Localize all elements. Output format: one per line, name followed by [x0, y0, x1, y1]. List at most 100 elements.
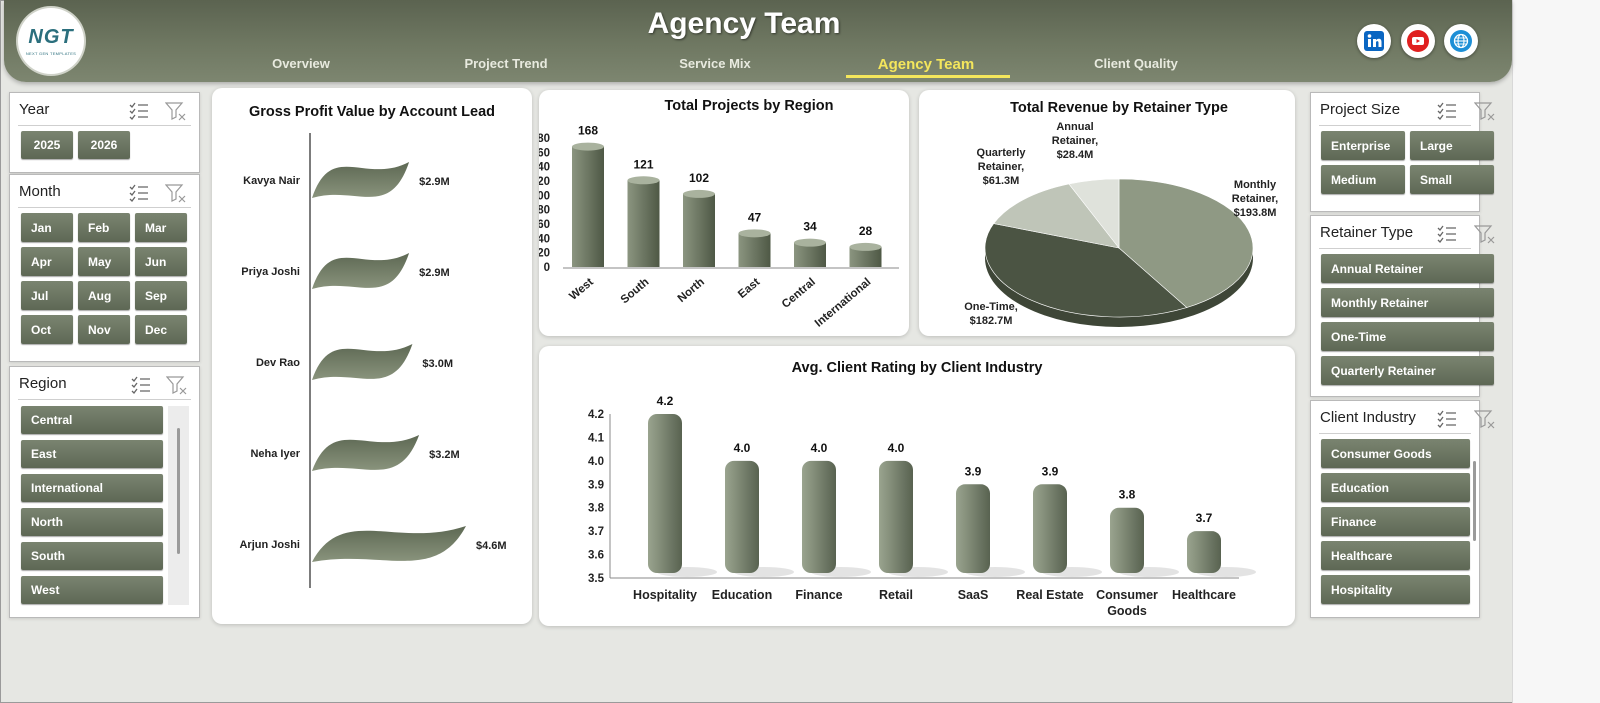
y-tick-label: 120: [539, 176, 550, 188]
slicer-divider: [18, 207, 191, 208]
slicer-item[interactable]: Dec: [135, 315, 187, 344]
tab-client-quality[interactable]: Client Quality: [1094, 56, 1178, 71]
data-label: 102: [689, 171, 709, 185]
multi-select-icon[interactable]: [1436, 101, 1458, 121]
data-label: $2.9M: [419, 176, 450, 188]
category-label: Arjun Joshi: [239, 539, 300, 551]
data-label: $182.7M: [970, 315, 1013, 327]
tab-overview[interactable]: Overview: [272, 56, 330, 71]
multi-select-icon[interactable]: [1436, 224, 1458, 244]
bar: [627, 180, 660, 267]
y-tick-label: 4.0: [588, 456, 604, 468]
slicer-item[interactable]: South: [21, 542, 163, 570]
data-label: 121: [633, 157, 653, 171]
slicer-item[interactable]: Jan: [21, 213, 73, 242]
chart-title: Gross Profit Value by Account Lead: [248, 104, 496, 120]
clear-filter-icon[interactable]: [1474, 224, 1496, 244]
slicer-item[interactable]: Healthcare: [1321, 541, 1470, 570]
bar: [1110, 507, 1144, 573]
scrollbar-thumb[interactable]: [1473, 461, 1476, 541]
slicer-scrollbar[interactable]: [1473, 439, 1477, 605]
slicer-scrollbar[interactable]: [168, 406, 189, 605]
chart-title: Total Projects by Region: [664, 98, 834, 114]
slicer-item[interactable]: Finance: [1321, 507, 1470, 536]
slicer-item[interactable]: Quarterly Retainer: [1321, 356, 1494, 385]
tab-agency-team[interactable]: Agency Team: [877, 56, 975, 73]
category-label: Neha Iyer: [250, 448, 300, 460]
slicer-item[interactable]: East: [21, 440, 163, 468]
data-label: Retainer,: [1232, 193, 1278, 205]
slicer-item[interactable]: One-Time: [1321, 322, 1494, 351]
slicer-item[interactable]: Mar: [135, 213, 187, 242]
profit-shape: [312, 162, 410, 198]
profit-shape: [312, 253, 410, 289]
slicer-divider: [1319, 248, 1471, 249]
multi-select-icon[interactable]: [128, 101, 150, 121]
tab-project-trend[interactable]: Project Trend: [464, 56, 548, 71]
slicer-item[interactable]: 2025: [21, 131, 73, 159]
multi-select-icon[interactable]: [128, 183, 150, 203]
clear-filter-icon[interactable]: [1474, 101, 1496, 121]
data-label: 3.9: [965, 464, 982, 478]
slicer-year: Year 2025 2026: [9, 92, 200, 173]
card-total-projects: Total Projects by Region 0 20 40 60 80 100 120…: [539, 90, 909, 336]
x-tick-label: International: [813, 276, 874, 330]
slicer-region: Region Central East International North …: [9, 366, 200, 618]
slicer-title: Project Size: [1320, 101, 1401, 118]
bar: [802, 460, 836, 573]
slicer-item[interactable]: Apr: [21, 247, 73, 276]
slicer-item[interactable]: Oct: [21, 315, 73, 344]
x-tick-label: Central: [780, 276, 818, 311]
logo-text: NGT: [28, 26, 74, 48]
youtube-icon[interactable]: [1401, 24, 1435, 58]
y-tick-label: 20: [539, 248, 550, 260]
slicer-item[interactable]: Jun: [135, 247, 187, 276]
slicer-item[interactable]: Feb: [78, 213, 130, 242]
slicer-item[interactable]: May: [78, 247, 130, 276]
slicer-item[interactable]: International: [21, 474, 163, 502]
slicer-item[interactable]: Hospitality: [1321, 575, 1470, 604]
data-label: 34: [803, 220, 817, 234]
clear-filter-icon[interactable]: [165, 183, 187, 203]
slicer-title: Month: [19, 183, 61, 200]
slicer-item[interactable]: Consumer Goods: [1321, 439, 1470, 468]
multi-select-icon[interactable]: [1436, 409, 1458, 429]
category-label: Dev Rao: [256, 357, 300, 369]
slicer-item[interactable]: Annual Retainer: [1321, 254, 1494, 283]
bar: [738, 233, 771, 267]
data-label: One-Time,: [964, 301, 1018, 313]
x-tick-label: West: [567, 276, 596, 303]
clear-filter-icon[interactable]: [1474, 409, 1496, 429]
slicer-item[interactable]: Aug: [78, 281, 130, 310]
slicer-item[interactable]: Large: [1410, 131, 1494, 160]
scrollbar-thumb[interactable]: [177, 428, 180, 554]
slicer-item[interactable]: Medium: [1321, 165, 1405, 194]
category-label: Priya Joshi: [241, 266, 300, 278]
data-label: 3.8: [1119, 488, 1136, 502]
logo: NGT NEXT GEN TEMPLATES: [18, 8, 84, 74]
linkedin-icon[interactable]: [1357, 24, 1391, 58]
slicer-item[interactable]: North: [21, 508, 163, 536]
clear-filter-icon[interactable]: [165, 101, 187, 121]
multi-select-icon[interactable]: [130, 375, 152, 395]
slicer-item[interactable]: Central: [21, 406, 163, 434]
tab-service-mix[interactable]: Service Mix: [679, 56, 751, 71]
slicer-item[interactable]: Enterprise: [1321, 131, 1405, 160]
clear-filter-icon[interactable]: [166, 375, 188, 395]
slicer-item[interactable]: Nov: [78, 315, 130, 344]
x-tick-label: Education: [712, 588, 772, 602]
y-tick-label: 3.7: [588, 526, 604, 538]
website-icon[interactable]: [1444, 24, 1478, 58]
card-client-rating: Avg. Client Rating by Client Industry 3.…: [539, 346, 1295, 626]
data-label: 4.0: [734, 441, 751, 455]
slicer-item[interactable]: Jul: [21, 281, 73, 310]
slicer-item[interactable]: Monthly Retainer: [1321, 288, 1494, 317]
slicer-item[interactable]: Education: [1321, 473, 1470, 502]
profit-shape: [312, 344, 413, 380]
slicer-item[interactable]: Sep: [135, 281, 187, 310]
slicer-item[interactable]: 2026: [78, 131, 130, 159]
slicer-item[interactable]: Small: [1410, 165, 1494, 194]
data-label: 168: [578, 124, 598, 138]
slicer-divider: [1319, 433, 1471, 434]
slicer-item[interactable]: West: [21, 576, 163, 604]
